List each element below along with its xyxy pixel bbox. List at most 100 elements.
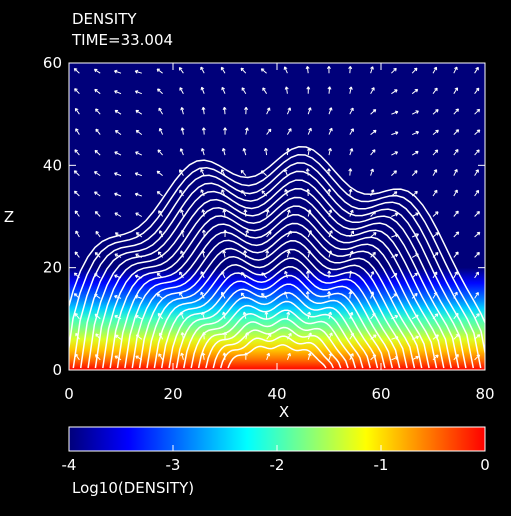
velocity-vector — [411, 67, 418, 74]
velocity-vector — [370, 189, 375, 197]
x-tick-label: 0 — [64, 385, 74, 403]
velocity-vector — [349, 353, 354, 361]
velocity-vector — [327, 270, 332, 278]
velocity-vector — [370, 354, 377, 361]
velocity-vector — [135, 129, 143, 135]
velocity-vector — [411, 212, 419, 217]
velocity-vector — [93, 68, 101, 74]
velocity-vector — [349, 128, 354, 135]
velocity-vector — [242, 311, 247, 319]
velocity-vector — [328, 107, 333, 115]
velocity-vector — [264, 311, 269, 319]
field-line — [102, 196, 452, 369]
velocity-vector — [73, 170, 80, 176]
velocity-vector — [474, 292, 479, 299]
colorbar-label: Log10(DENSITY) — [72, 479, 194, 497]
field-line — [94, 188, 460, 369]
velocity-vector — [391, 315, 399, 320]
velocity-vector — [74, 353, 80, 361]
velocity-vector — [180, 352, 185, 360]
velocity-vector — [370, 109, 377, 115]
velocity-vector — [200, 189, 205, 197]
velocity-vector — [432, 211, 439, 217]
velocity-vector — [432, 109, 439, 115]
velocity-vector — [474, 334, 481, 340]
velocity-vector — [474, 231, 481, 238]
velocity-vector — [391, 233, 399, 238]
velocity-vector — [114, 355, 122, 361]
velocity-vector — [158, 210, 164, 217]
field-line — [168, 274, 386, 369]
velocity-vector — [94, 88, 101, 95]
velocity-vector — [222, 106, 227, 115]
velocity-vector — [348, 291, 353, 299]
velocity-vector — [370, 87, 375, 94]
velocity-vector — [73, 293, 80, 299]
velocity-vector — [114, 90, 122, 95]
velocity-vector — [391, 151, 399, 156]
velocity-vector — [474, 271, 479, 279]
velocity-vector — [95, 354, 101, 361]
plot-title: DENSITY — [72, 10, 137, 28]
colorbar-tick-label: -4 — [62, 456, 77, 474]
velocity-vector — [240, 169, 247, 176]
velocity-vector — [158, 127, 164, 135]
field-line — [190, 300, 364, 369]
velocity-vector — [328, 127, 333, 135]
velocity-vector — [222, 209, 227, 217]
velocity-vector — [391, 110, 399, 115]
velocity-vector — [263, 147, 268, 156]
velocity-vector — [260, 170, 267, 176]
velocity-vector — [135, 109, 143, 115]
velocity-vector — [370, 291, 375, 299]
velocity-vector — [222, 311, 226, 319]
velocity-vector — [370, 211, 376, 217]
velocity-vector — [134, 192, 142, 197]
velocity-vector — [370, 271, 375, 279]
velocity-vector — [114, 294, 122, 299]
velocity-vector — [327, 86, 332, 94]
velocity-vector — [432, 334, 439, 340]
plot-subtitle: TIME=33.004 — [71, 31, 173, 49]
velocity-vector — [180, 209, 184, 217]
velocity-vector — [307, 311, 312, 319]
velocity-vector — [201, 311, 205, 319]
velocity-vector — [241, 87, 247, 94]
field-line — [87, 179, 467, 369]
velocity-vector — [328, 147, 332, 156]
velocity-vector — [243, 250, 248, 258]
velocity-vector — [411, 150, 419, 156]
velocity-vector — [220, 66, 226, 74]
velocity-vector — [328, 209, 333, 217]
velocity-vector — [223, 229, 228, 238]
velocity-vector — [200, 66, 205, 74]
velocity-vector — [156, 170, 163, 176]
velocity-vector — [411, 110, 419, 115]
velocity-vector — [75, 128, 80, 135]
velocity-vector — [411, 272, 418, 279]
field-line — [109, 205, 445, 369]
field-line — [124, 222, 430, 369]
x-axis-label: X — [279, 403, 289, 421]
velocity-vector — [474, 189, 480, 197]
velocity-vector — [432, 169, 438, 176]
velocity-vector — [411, 190, 418, 197]
y-axis: 0 20 40 60 — [43, 54, 485, 379]
velocity-vector — [391, 131, 399, 136]
velocity-vector — [243, 352, 248, 360]
velocity-vector — [411, 335, 420, 340]
colorbar: -4 -3 -2 -1 0 — [62, 426, 490, 474]
velocity-vector — [370, 334, 377, 340]
velocity-vector — [114, 151, 122, 156]
velocity-vector — [157, 251, 163, 258]
velocity-vector — [432, 291, 438, 299]
velocity-vector — [266, 352, 271, 360]
velocity-vector — [201, 127, 206, 135]
velocity-vector — [266, 128, 272, 135]
velocity-vector — [453, 231, 460, 238]
velocity-vector — [370, 313, 376, 320]
velocity-vector — [95, 333, 101, 340]
velocity-vector — [411, 88, 419, 95]
field-line — [212, 326, 342, 369]
colorbar-ticks: -4 -3 -2 -1 0 — [62, 445, 490, 474]
